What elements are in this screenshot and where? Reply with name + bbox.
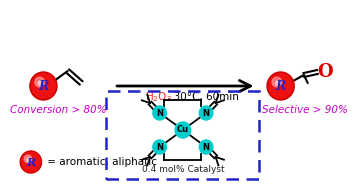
Text: = aromatic, aliphatic: = aromatic, aliphatic xyxy=(44,157,158,167)
Circle shape xyxy=(21,152,40,172)
Circle shape xyxy=(27,158,31,162)
Circle shape xyxy=(32,74,55,98)
Circle shape xyxy=(275,81,280,86)
Text: , 30°C, 60min: , 30°C, 60min xyxy=(167,92,239,102)
Text: Selective > 90%: Selective > 90% xyxy=(262,105,348,115)
Circle shape xyxy=(199,106,213,120)
Text: R: R xyxy=(275,80,286,92)
Text: Cu: Cu xyxy=(177,125,189,135)
Circle shape xyxy=(267,72,294,100)
Text: N: N xyxy=(156,143,163,152)
Text: N: N xyxy=(203,108,209,118)
Circle shape xyxy=(272,77,282,87)
Circle shape xyxy=(153,106,166,120)
Text: R: R xyxy=(26,156,35,167)
Text: O: O xyxy=(317,63,333,81)
Text: R: R xyxy=(38,80,49,92)
Text: H$_2$O$_2$: H$_2$O$_2$ xyxy=(145,90,172,104)
Circle shape xyxy=(30,72,57,100)
Circle shape xyxy=(24,155,32,163)
Text: N: N xyxy=(156,108,163,118)
Text: N: N xyxy=(203,143,209,152)
Text: Conversion > 80%: Conversion > 80% xyxy=(10,105,106,115)
Circle shape xyxy=(20,151,42,173)
Circle shape xyxy=(35,77,44,87)
Circle shape xyxy=(199,140,213,154)
Circle shape xyxy=(38,81,43,86)
Text: 0.4 mol% Catalyst: 0.4 mol% Catalyst xyxy=(141,164,224,174)
Circle shape xyxy=(175,122,190,138)
Circle shape xyxy=(269,74,292,98)
Circle shape xyxy=(153,140,166,154)
